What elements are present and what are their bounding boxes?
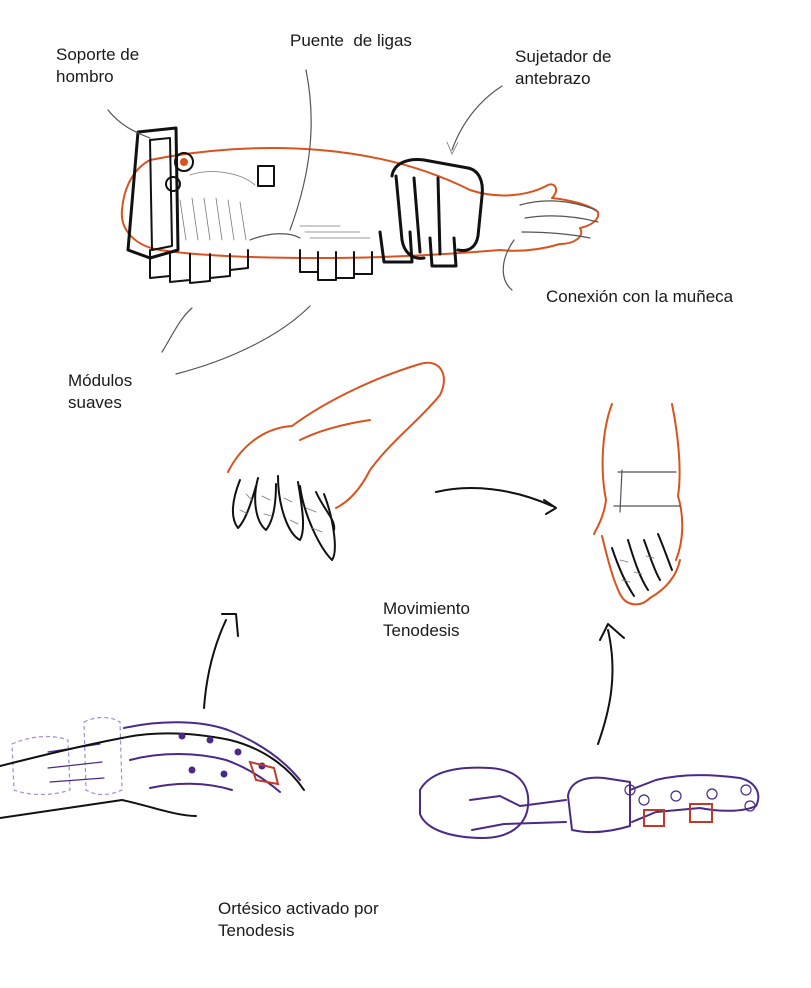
arrow-up-left xyxy=(203,619,227,709)
label-sujetador-antebrazo: Sujetador de antebrazo xyxy=(515,47,612,88)
arrow-up-right xyxy=(597,629,614,745)
ortesico-left-sketch xyxy=(0,716,305,819)
leader-lines xyxy=(107,69,515,375)
curved-arrow-middle xyxy=(435,487,553,507)
tenodesis-hand-closed xyxy=(593,403,684,606)
label-modulos-suaves: Módulos suaves xyxy=(68,371,133,412)
ortesico-right-sketch xyxy=(419,766,760,839)
label-ortesico-tenodesis: Ortésico activado por Tenodesis xyxy=(218,899,379,940)
label-puente-ligas: Puente de ligas xyxy=(290,31,412,50)
label-movimiento-tenodesis: Movimiento Tenodesis xyxy=(383,599,470,640)
tenodesis-hand-open xyxy=(227,361,445,561)
arm-orthosis-sketch xyxy=(120,126,600,284)
label-soporte-hombro: Soporte de hombro xyxy=(56,45,140,86)
label-conexion-muneca: Conexión con la muñeca xyxy=(546,287,734,306)
